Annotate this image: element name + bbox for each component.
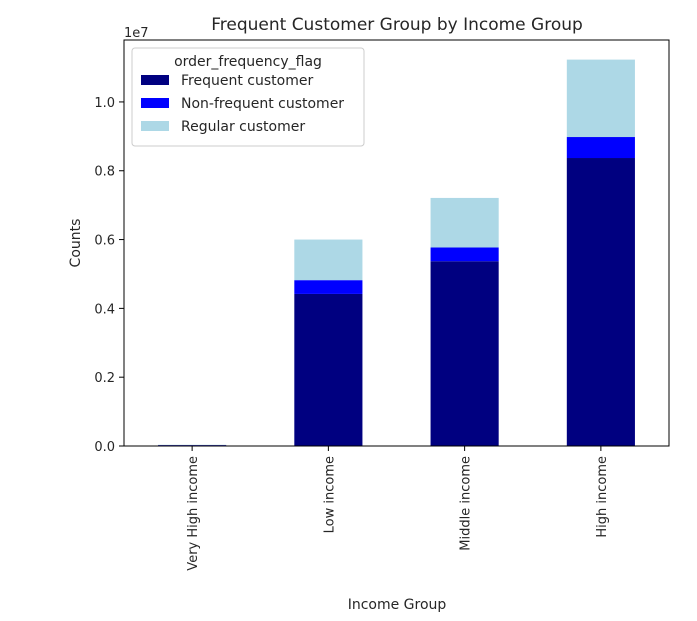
x-tick-label-3: High income (595, 456, 610, 538)
legend-title: order_frequency_flag (174, 54, 322, 70)
bar-segment-0-2 (430, 261, 499, 446)
x-axis: Very High income Low income Middle income H… (186, 446, 610, 571)
x-tick-label-1: Low income (322, 456, 337, 533)
bar-segment-2-2 (430, 197, 499, 248)
y-tick-label-4: 0.8 (94, 165, 115, 180)
y-tick-label-0: 0.0 (94, 440, 115, 455)
legend-items: Frequent customer Non-frequent customer Re… (141, 73, 344, 135)
bars (158, 59, 635, 446)
legend-label-1: Non-frequent customer (181, 96, 344, 112)
x-tick-label-0: Very High income (186, 456, 201, 571)
legend-swatch-1 (141, 98, 169, 108)
plot-frame (123, 39, 670, 447)
x-tick-label-2: Middle income (459, 456, 474, 551)
legend-frame (131, 47, 365, 147)
bar-segment-0-3 (566, 158, 635, 446)
bar-segment-0-1 (294, 293, 363, 446)
y-tick-label-2: 0.4 (94, 302, 115, 317)
bar-segment-1-1 (294, 280, 363, 294)
chart-title: Frequent Customer Group by Income Group (211, 15, 583, 35)
legend-label-0: Frequent customer (181, 73, 313, 89)
x-axis-label: Income Group (348, 597, 447, 613)
y-tick-label-1: 0.2 (94, 371, 115, 386)
bar-segment-1-2 (430, 247, 499, 262)
legend-label-2: Regular customer (181, 119, 305, 135)
y-tick-label-5: 1.0 (94, 96, 115, 111)
bar-segment-1-3 (566, 137, 635, 159)
legend: order_frequency_flag Frequent customer No… (131, 47, 365, 147)
y-axis: 0.0 0.2 0.4 0.6 0.8 1.0 (94, 96, 124, 455)
y-tick-label-3: 0.6 (94, 234, 115, 249)
bar-segment-2-3 (566, 59, 635, 138)
bar-segment-2-1 (294, 239, 363, 281)
legend-swatch-2 (141, 121, 169, 131)
y-axis-scale-label: 1e7 (124, 26, 149, 41)
y-axis-label: Counts (68, 219, 84, 268)
legend-swatch-0 (141, 75, 169, 85)
